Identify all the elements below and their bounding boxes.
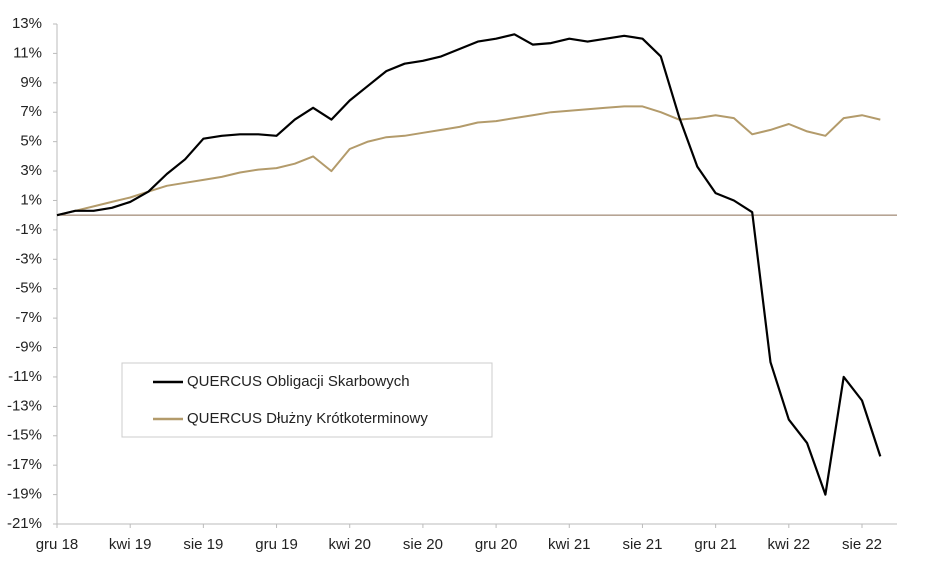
x-tick-label: sie 21 xyxy=(622,536,662,553)
y-tick-label: -7% xyxy=(15,309,42,326)
x-tick-label: sie 19 xyxy=(183,536,223,553)
y-tick-label: -3% xyxy=(15,250,42,267)
x-tick-label: kwi 20 xyxy=(328,536,371,553)
y-tick-label: -9% xyxy=(15,338,42,355)
x-tick-label: gru 21 xyxy=(694,536,737,553)
y-tick-label: 13% xyxy=(12,15,42,32)
x-tick-label: kwi 22 xyxy=(768,536,811,553)
y-tick-label: 5% xyxy=(20,133,42,150)
x-tick-label: sie 20 xyxy=(403,536,443,553)
x-tick-label: gru 20 xyxy=(475,536,518,553)
y-tick-label: 7% xyxy=(20,103,42,120)
y-tick-label: -19% xyxy=(7,486,42,503)
series-line xyxy=(56,105,881,217)
x-tick-label: kwi 19 xyxy=(109,536,152,553)
y-tick-label: 9% xyxy=(20,74,42,91)
legend-label: QUERCUS Dłużny Krótkoterminowy xyxy=(187,410,428,427)
x-tick-label: gru 19 xyxy=(255,536,298,553)
x-tick-label: sie 22 xyxy=(842,536,882,553)
y-tick-label: 1% xyxy=(20,191,42,208)
legend-label: QUERCUS Obligacji Skarbowych xyxy=(187,373,410,390)
x-tick-label: kwi 21 xyxy=(548,536,591,553)
legend: QUERCUS Obligacji Skarbowych QUERCUS Dłuż… xyxy=(121,362,493,438)
y-tick-label: 3% xyxy=(20,162,42,179)
y-tick-label: -21% xyxy=(7,515,42,532)
y-tick-label: -15% xyxy=(7,427,42,444)
legend-box xyxy=(121,362,493,438)
series-line xyxy=(56,33,882,496)
x-tick-label: gru 18 xyxy=(36,536,79,553)
y-tick-label: -1% xyxy=(15,221,42,238)
y-tick-label: -11% xyxy=(8,368,42,385)
y-tick-label: 11% xyxy=(13,44,42,61)
y-tick-label: -13% xyxy=(7,397,42,414)
y-tick-label: -17% xyxy=(7,456,42,473)
y-tick-label: -5% xyxy=(15,280,42,297)
